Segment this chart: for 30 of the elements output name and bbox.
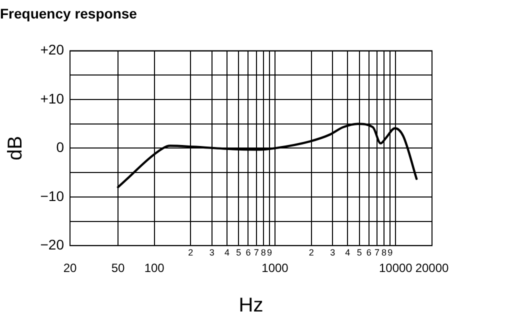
text: 6	[366, 248, 372, 258]
y-tick-label: +20	[40, 42, 64, 58]
y-tick-label: −20	[40, 236, 64, 252]
x-tick-label: 1000	[262, 261, 289, 276]
text: 9	[388, 248, 393, 258]
chart-title: Frequency response	[0, 5, 138, 22]
text: 6	[246, 248, 251, 258]
x-tick-label: 20000	[415, 261, 450, 276]
y-tick-label: −10	[40, 188, 64, 204]
y-axis-title: dB	[4, 136, 27, 160]
text: 5	[356, 248, 362, 258]
y-tick-label: +10	[40, 90, 64, 106]
text: 8	[381, 248, 386, 258]
y-tick-label: 0	[56, 139, 64, 156]
x-axis-title: Hz	[238, 294, 264, 317]
x-tick-label: 20	[63, 261, 77, 276]
x-tick-label: 100	[144, 261, 165, 276]
text: 3	[209, 248, 214, 258]
text: 8	[260, 248, 266, 258]
text: 7	[374, 248, 380, 258]
x-tick-label: 10000	[378, 261, 413, 276]
text: 4	[345, 248, 350, 258]
text: 2	[308, 248, 314, 258]
text: 7	[254, 248, 259, 258]
text: 4	[224, 248, 230, 258]
text: 9	[266, 248, 272, 258]
text: 2	[188, 248, 194, 258]
text: 5	[236, 248, 242, 258]
x-tick-label: 50	[111, 261, 126, 276]
text: 3	[330, 248, 336, 258]
